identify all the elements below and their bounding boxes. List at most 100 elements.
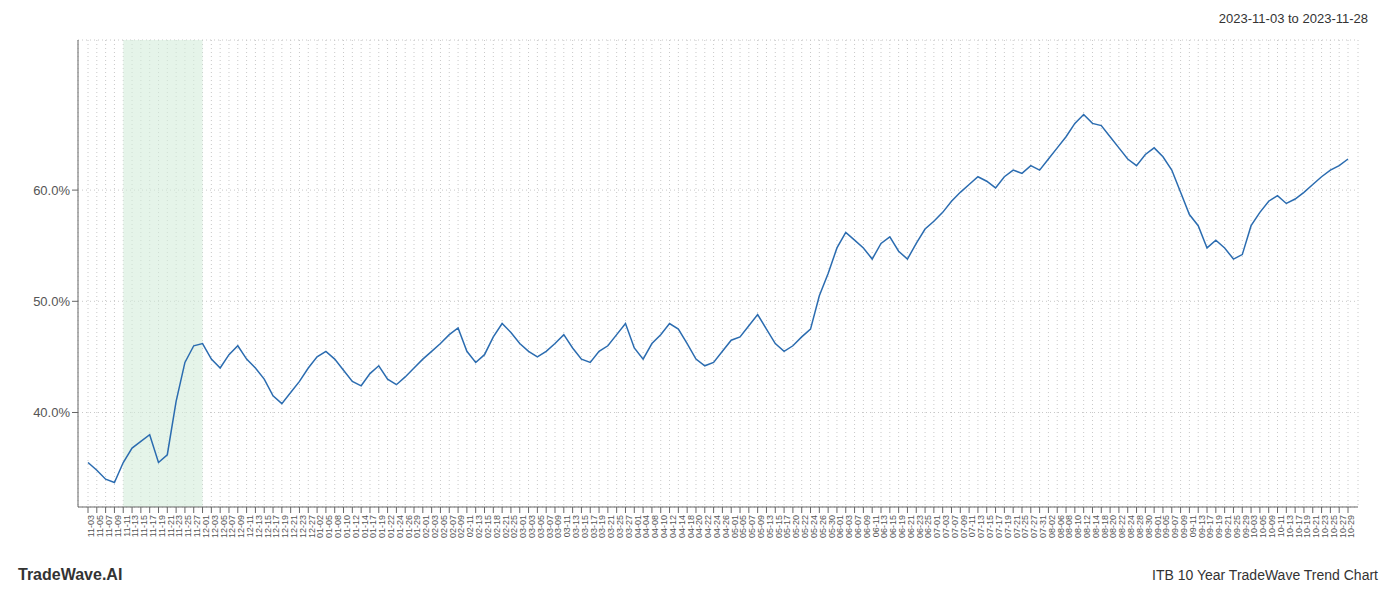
svg-text:01-05: 01-05 bbox=[324, 515, 335, 538]
svg-text:11-03: 11-03 bbox=[86, 515, 97, 538]
svg-text:02-05: 02-05 bbox=[438, 515, 449, 538]
svg-text:07-03: 07-03 bbox=[941, 515, 952, 538]
svg-text:06-23: 06-23 bbox=[914, 515, 925, 538]
svg-text:11-11: 11-11 bbox=[121, 515, 132, 537]
svg-text:05-20: 05-20 bbox=[791, 515, 802, 538]
svg-text:04-22: 04-22 bbox=[703, 515, 714, 538]
svg-text:05-15: 05-15 bbox=[773, 515, 784, 538]
svg-text:60.0%: 60.0% bbox=[33, 183, 70, 198]
svg-text:05-01: 05-01 bbox=[729, 515, 740, 538]
svg-text:11-13: 11-13 bbox=[130, 515, 141, 538]
svg-text:12-17: 12-17 bbox=[271, 515, 282, 538]
svg-text:40.0%: 40.0% bbox=[33, 405, 70, 420]
svg-text:04-04: 04-04 bbox=[641, 515, 652, 538]
svg-text:04-12: 04-12 bbox=[667, 515, 678, 538]
svg-text:03-17: 03-17 bbox=[588, 515, 599, 538]
svg-text:01-08: 01-08 bbox=[333, 515, 344, 538]
svg-text:01-19: 01-19 bbox=[377, 515, 388, 538]
svg-text:03-01: 03-01 bbox=[518, 515, 529, 538]
svg-text:03-15: 03-15 bbox=[579, 515, 590, 538]
svg-text:11-21: 11-21 bbox=[165, 515, 176, 538]
svg-text:06-09: 06-09 bbox=[861, 515, 872, 538]
svg-text:05-22: 05-22 bbox=[800, 515, 811, 538]
svg-text:02-18: 02-18 bbox=[491, 515, 502, 538]
html-text:2023-11-03 to 2023-11-28: 2023-11-03 to 2023-11-28 bbox=[1218, 11, 1368, 26]
svg-text:05-26: 05-26 bbox=[817, 515, 828, 538]
svg-text:04-18: 04-18 bbox=[685, 515, 696, 538]
svg-text:04-26: 04-26 bbox=[720, 515, 731, 538]
svg-text:12-19: 12-19 bbox=[280, 515, 291, 538]
svg-text:07-01: 07-01 bbox=[932, 515, 943, 538]
svg-text:04-20: 04-20 bbox=[694, 515, 705, 538]
svg-text:04-14: 04-14 bbox=[676, 515, 687, 538]
svg-text:05-24: 05-24 bbox=[808, 515, 819, 538]
svg-text:07-13: 07-13 bbox=[976, 515, 987, 538]
svg-text:12-07: 12-07 bbox=[227, 515, 238, 538]
svg-text:03-27: 03-27 bbox=[623, 515, 634, 538]
svg-text:06-25: 06-25 bbox=[923, 515, 934, 538]
svg-text:12-23: 12-23 bbox=[297, 515, 308, 538]
svg-text:11-17: 11-17 bbox=[148, 515, 159, 538]
svg-text:50.0%: 50.0% bbox=[33, 294, 70, 309]
svg-text:04-01: 04-01 bbox=[632, 515, 643, 538]
svg-text:10-29: 10-29 bbox=[1346, 515, 1356, 538]
svg-text:01-10: 01-10 bbox=[341, 515, 352, 538]
svg-text:03-05: 03-05 bbox=[535, 515, 546, 538]
svg-text:11-19: 11-19 bbox=[156, 515, 167, 538]
svg-text:12-05: 12-05 bbox=[218, 515, 229, 538]
svg-text:11-05: 11-05 bbox=[95, 515, 106, 538]
svg-text:12-01: 12-01 bbox=[200, 515, 211, 538]
svg-text:01-29: 01-29 bbox=[412, 515, 423, 538]
svg-text:07-09: 07-09 bbox=[958, 515, 969, 538]
svg-text:05-05: 05-05 bbox=[738, 515, 749, 538]
svg-text:03-19: 03-19 bbox=[597, 515, 608, 538]
svg-text:02-01: 02-01 bbox=[421, 515, 432, 538]
svg-text:02-15: 02-15 bbox=[482, 515, 493, 538]
svg-text:12-13: 12-13 bbox=[253, 515, 264, 538]
svg-text:03-11: 03-11 bbox=[562, 515, 573, 538]
svg-text:05-30: 05-30 bbox=[826, 515, 837, 538]
svg-text:12-03: 12-03 bbox=[209, 515, 220, 538]
svg-text:06-01: 06-01 bbox=[835, 515, 846, 538]
svg-text:11-09: 11-09 bbox=[112, 515, 123, 538]
svg-text:04-08: 04-08 bbox=[650, 515, 661, 538]
svg-text:03-03: 03-03 bbox=[526, 515, 537, 538]
svg-text:04-10: 04-10 bbox=[659, 515, 670, 538]
html-text:TradeWave.AI: TradeWave.AI bbox=[18, 566, 123, 583]
svg-text:07-15: 07-15 bbox=[985, 515, 996, 538]
svg-text:07-07: 07-07 bbox=[949, 515, 960, 538]
svg-text:06-11: 06-11 bbox=[870, 515, 881, 538]
svg-text:01-26: 01-26 bbox=[403, 515, 414, 538]
svg-text:01-02: 01-02 bbox=[315, 515, 326, 538]
svg-text:02-13: 02-13 bbox=[474, 515, 485, 538]
svg-text:06-03: 06-03 bbox=[844, 515, 855, 538]
svg-text:06-15: 06-15 bbox=[888, 515, 899, 538]
svg-text:12-09: 12-09 bbox=[236, 515, 247, 538]
svg-text:01-12: 01-12 bbox=[350, 515, 361, 538]
svg-text:03-25: 03-25 bbox=[615, 515, 626, 538]
html-text:ITB 10 Year TradeWave Trend Ch: ITB 10 Year TradeWave Trend Chart bbox=[1152, 567, 1378, 583]
svg-text:03-21: 03-21 bbox=[606, 515, 617, 538]
svg-text:11-27: 11-27 bbox=[192, 515, 203, 538]
svg-text:06-21: 06-21 bbox=[905, 515, 916, 538]
svg-text:03-07: 03-07 bbox=[544, 515, 555, 538]
svg-text:03-09: 03-09 bbox=[553, 515, 564, 538]
svg-text:11-25: 11-25 bbox=[183, 515, 194, 538]
svg-text:12-27: 12-27 bbox=[306, 515, 317, 538]
svg-text:01-17: 01-17 bbox=[368, 515, 379, 538]
svg-text:05-17: 05-17 bbox=[782, 515, 793, 538]
svg-text:11-15: 11-15 bbox=[139, 515, 150, 538]
svg-text:02-09: 02-09 bbox=[456, 515, 467, 538]
svg-text:02-21: 02-21 bbox=[500, 515, 511, 538]
svg-text:02-07: 02-07 bbox=[447, 515, 458, 538]
svg-text:01-14: 01-14 bbox=[359, 515, 370, 538]
svg-text:05-07: 05-07 bbox=[747, 515, 758, 538]
svg-text:07-11: 07-11 bbox=[967, 515, 978, 538]
svg-text:12-15: 12-15 bbox=[262, 515, 273, 538]
svg-text:05-13: 05-13 bbox=[764, 515, 775, 538]
svg-text:02-25: 02-25 bbox=[509, 515, 520, 538]
svg-text:01-24: 01-24 bbox=[394, 515, 405, 538]
svg-text:06-13: 06-13 bbox=[879, 515, 890, 538]
svg-text:02-11: 02-11 bbox=[465, 515, 476, 538]
svg-text:11-23: 11-23 bbox=[174, 515, 185, 538]
